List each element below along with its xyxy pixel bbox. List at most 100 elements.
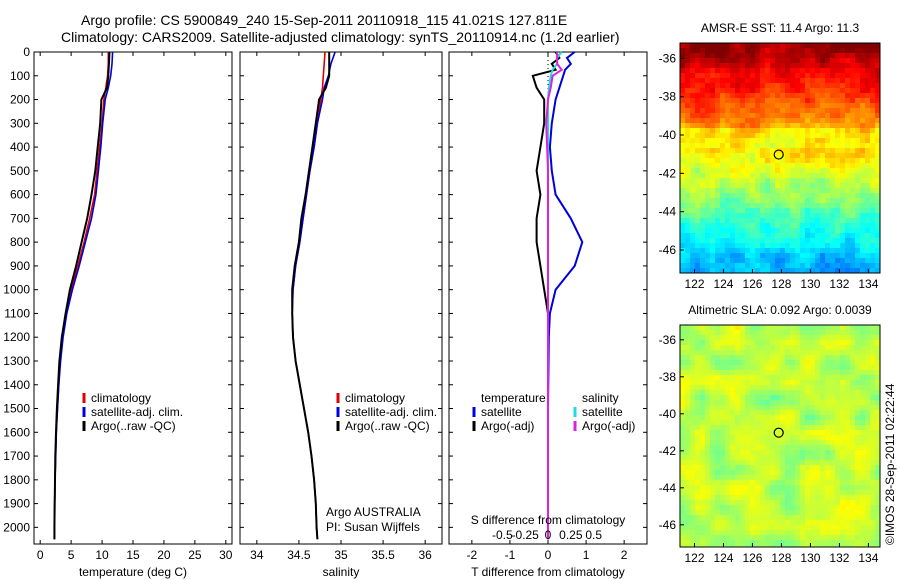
map-cell	[770, 53, 776, 59]
legend-entry: Argo(-adj)	[582, 419, 635, 433]
diff-line-0	[547, 51, 584, 540]
map-cell	[850, 158, 856, 164]
map-cell	[730, 248, 736, 254]
map-cell	[845, 258, 851, 264]
x-tick-label: 10	[95, 548, 109, 562]
map-cell	[735, 485, 741, 491]
map-cell	[700, 268, 706, 273]
map-cell	[835, 430, 841, 436]
map-cell	[860, 248, 866, 254]
map-cell	[870, 143, 876, 149]
map-cell	[720, 213, 726, 219]
map-cell	[700, 510, 706, 516]
map-cell	[800, 440, 806, 446]
map-cell	[860, 143, 866, 149]
map-cell	[730, 193, 736, 199]
map-cell	[780, 490, 786, 496]
map-cell	[740, 103, 746, 109]
map-cell	[735, 143, 741, 149]
map-cell	[830, 410, 836, 416]
map-cell	[775, 243, 781, 249]
map-cell	[700, 113, 706, 119]
map-cell	[805, 68, 811, 74]
map-cell	[715, 138, 721, 144]
map-cell	[870, 430, 876, 436]
map-cell	[830, 223, 836, 229]
map-cell	[745, 173, 751, 179]
map-cell	[875, 480, 880, 486]
map-cell	[705, 213, 711, 219]
map-cell	[745, 410, 751, 416]
map-cell	[750, 465, 756, 471]
map-cell	[705, 340, 711, 346]
map-cell	[705, 525, 711, 531]
map-cell	[735, 168, 741, 174]
series-line-satellite-adj-clim-	[53, 51, 114, 540]
map-cell	[795, 390, 801, 396]
map-cell	[785, 73, 791, 79]
map-cell	[825, 420, 831, 426]
map-cell	[770, 435, 776, 441]
map-cell	[875, 118, 880, 124]
map-cell	[865, 380, 871, 386]
map-cell	[715, 335, 721, 341]
map-cell	[835, 505, 841, 511]
map-cell	[795, 133, 801, 139]
map-cell	[870, 520, 876, 526]
map-cell	[730, 258, 736, 264]
map-cell	[835, 158, 841, 164]
map-cell	[845, 370, 851, 376]
map-cell	[850, 63, 856, 69]
map-cell	[855, 218, 861, 224]
map-cell	[845, 198, 851, 204]
map-cell	[720, 233, 726, 239]
diff-line-3	[545, 52, 564, 540]
map-cell	[840, 128, 846, 134]
map-cell	[735, 43, 741, 49]
map-cell	[815, 490, 821, 496]
map-cell	[835, 138, 841, 144]
map-cell	[710, 450, 716, 456]
map-cell	[695, 530, 701, 536]
map-cell	[775, 68, 781, 74]
map-cell	[765, 113, 771, 119]
map-cell	[845, 520, 851, 526]
map-cell	[790, 93, 796, 99]
map-cell	[845, 253, 851, 259]
map-cell	[805, 193, 811, 199]
map-cell	[755, 325, 761, 331]
map-cell	[790, 380, 796, 386]
map-cell	[730, 138, 736, 144]
map-cell	[735, 148, 741, 154]
map-cell	[875, 535, 880, 541]
map-cell	[750, 68, 756, 74]
map-cell	[740, 520, 746, 526]
map-cell	[855, 203, 861, 209]
map-cell	[715, 390, 721, 396]
map-cell	[685, 198, 691, 204]
map-cell	[700, 440, 706, 446]
map-cell	[710, 58, 716, 64]
map-cell	[705, 450, 711, 456]
map-cell	[805, 350, 811, 356]
map-cell	[715, 410, 721, 416]
map-cell	[825, 470, 831, 476]
map-cell	[765, 53, 771, 59]
map-cell	[745, 405, 751, 411]
map-cell	[705, 480, 711, 486]
map-cell	[805, 470, 811, 476]
map-cell	[860, 233, 866, 239]
map-cell	[750, 98, 756, 104]
map-cell	[810, 148, 816, 154]
map-cell	[700, 475, 706, 481]
map-cell	[820, 385, 826, 391]
map-cell	[780, 335, 786, 341]
map-cell	[775, 248, 781, 254]
map-cell	[770, 510, 776, 516]
map-cell	[760, 410, 766, 416]
map-cell	[820, 173, 826, 179]
map-cell	[840, 400, 846, 406]
map-cell	[775, 108, 781, 114]
map-cell	[870, 415, 876, 421]
map-cell	[685, 168, 691, 174]
